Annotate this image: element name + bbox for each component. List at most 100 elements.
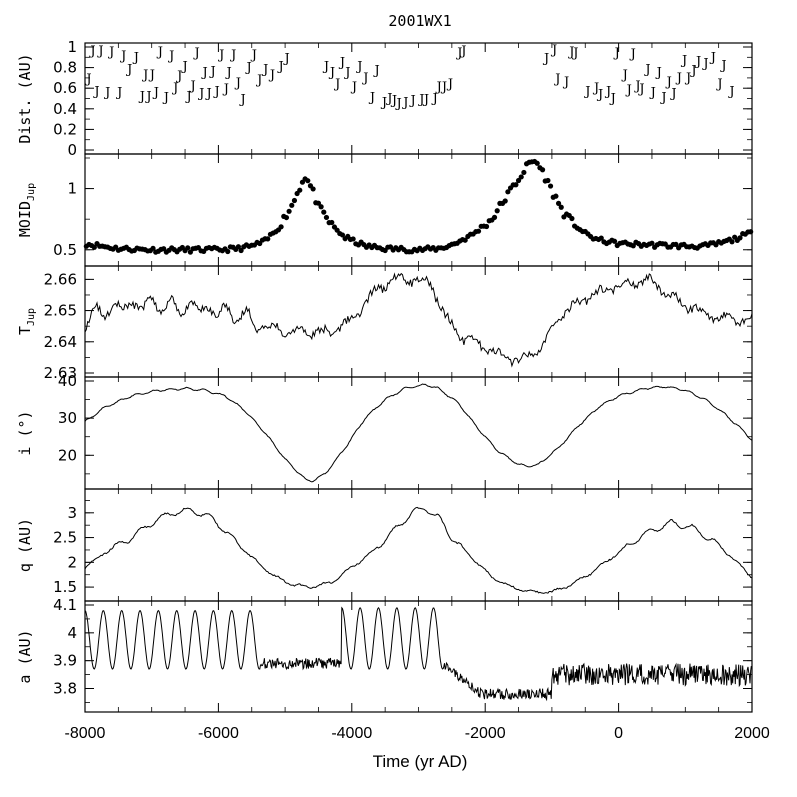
y-tick-label: 2: [67, 553, 77, 571]
moid-point: [321, 209, 327, 215]
moid-point: [558, 204, 564, 210]
data-point-marker: J: [562, 75, 569, 90]
panel-a: 3.8 3.9 4 4.1 a (AU): [16, 596, 753, 713]
data-point-marker: J: [604, 84, 611, 99]
y-axis-label: MOIDJup: [16, 183, 37, 237]
data-point-marker: J: [689, 64, 696, 79]
moid-point: [737, 235, 743, 241]
data-point-marker: J: [385, 91, 392, 106]
data-point-marker: J: [715, 77, 722, 92]
data-point-marker: J: [637, 82, 644, 97]
data-point-marker: J: [276, 60, 283, 75]
data-point-marker: J: [167, 49, 174, 64]
data-point-marker: J: [250, 48, 257, 63]
y-tick-label: 0.2: [53, 120, 77, 138]
data-point-marker: J: [583, 84, 590, 99]
data-point-marker: J: [141, 68, 148, 83]
y-tick-label: 1.5: [53, 578, 77, 596]
moid-point: [515, 177, 522, 184]
data-point-marker: J: [727, 84, 734, 99]
data-point-marker: J: [162, 90, 169, 105]
moid-point: [462, 237, 468, 243]
moid-point: [569, 215, 575, 222]
moid-point: [539, 167, 546, 173]
y-axis-label: q (AU): [16, 518, 34, 572]
moid-point: [748, 229, 754, 235]
data-point-marker: J: [333, 77, 340, 92]
data-point-marker: J: [343, 66, 350, 81]
y-axis-label-subscript: Jup: [26, 183, 37, 201]
moid-point: [518, 174, 524, 180]
data-point-marker: J: [224, 66, 231, 81]
y-axis-label-text: T: [16, 326, 34, 335]
panel-q: 1.5 2 2.5 3 q (AU): [16, 488, 753, 602]
data-point-marker: J: [156, 45, 163, 60]
moid-point: [729, 239, 735, 245]
data-point-marker: J: [188, 79, 195, 94]
x-tick-label: -6000: [198, 725, 239, 742]
data-point-marker: J: [261, 63, 268, 78]
y-axis-label-text: Dist. (AU): [16, 53, 34, 143]
y-tick-label: 0.5: [53, 241, 77, 259]
data-point-marker: J: [542, 51, 549, 66]
data-point-marker: J: [440, 80, 447, 95]
moid-point: [483, 223, 490, 230]
data-point-marker: J: [621, 68, 628, 83]
moid-point: [283, 214, 290, 221]
data-point-marker: J: [107, 45, 114, 60]
moid-point: [555, 200, 562, 206]
data-point-marker: J: [115, 85, 122, 100]
data-point-marker: J: [669, 86, 676, 101]
data-point-marker: J: [180, 60, 187, 75]
data-point-marker: J: [550, 43, 557, 58]
moid-point: [534, 160, 540, 166]
data-point-marker: J: [694, 54, 701, 69]
data-point-marker: J: [655, 66, 662, 81]
moid-point: [91, 244, 97, 250]
y-tick-label: 1: [67, 180, 77, 198]
data-point-marker: J: [395, 97, 402, 112]
moid-point: [238, 247, 244, 254]
data-point-marker: J: [132, 50, 139, 65]
y-axis-label-text: q (AU): [16, 518, 34, 572]
x-tick-label: 2000: [734, 725, 770, 742]
data-point-marker: J: [665, 75, 672, 90]
data-point-marker: J: [675, 71, 682, 86]
data-point-marker: J: [680, 53, 687, 68]
data-point-marker: J: [322, 60, 329, 75]
data-point-marker: J: [373, 64, 380, 79]
y-tick-label: 0.6: [53, 79, 77, 97]
moid-point: [323, 214, 330, 221]
panel-moid: 0.5 1 MOIDJup: [16, 153, 754, 267]
data-point-marker: J: [633, 79, 640, 94]
data-point-marker: J: [431, 91, 438, 106]
moid-point: [547, 183, 554, 189]
data-point-marker: J: [409, 94, 416, 109]
moid-point: [553, 193, 559, 199]
chart-title: 2001WX1: [388, 12, 451, 30]
moid-point: [265, 236, 271, 242]
data-point-marker: J: [446, 77, 453, 92]
moid-point: [286, 208, 292, 214]
y-tick-label: 20: [58, 446, 77, 464]
data-point-marker: J: [204, 86, 211, 101]
series-line-tjup: [84, 272, 753, 368]
data-point-marker: J: [684, 71, 691, 86]
data-point-marker: J: [212, 84, 219, 99]
data-point-marker: J: [217, 48, 224, 63]
data-point-marker: J: [390, 94, 397, 109]
x-tick-label: -2000: [465, 725, 506, 742]
y-tick-label: 2.5: [53, 529, 77, 547]
moid-point: [521, 169, 527, 176]
moid-point: [318, 204, 324, 210]
moid-point: [310, 186, 316, 192]
data-point-marker: J: [592, 81, 599, 96]
data-point-marker: J: [88, 44, 95, 59]
data-point-marker: J: [268, 68, 275, 83]
data-point-marker: J: [119, 49, 126, 64]
y-tick-label: 3.9: [53, 652, 77, 670]
moid-point: [598, 235, 604, 241]
x-tick-label: 0: [614, 725, 623, 742]
